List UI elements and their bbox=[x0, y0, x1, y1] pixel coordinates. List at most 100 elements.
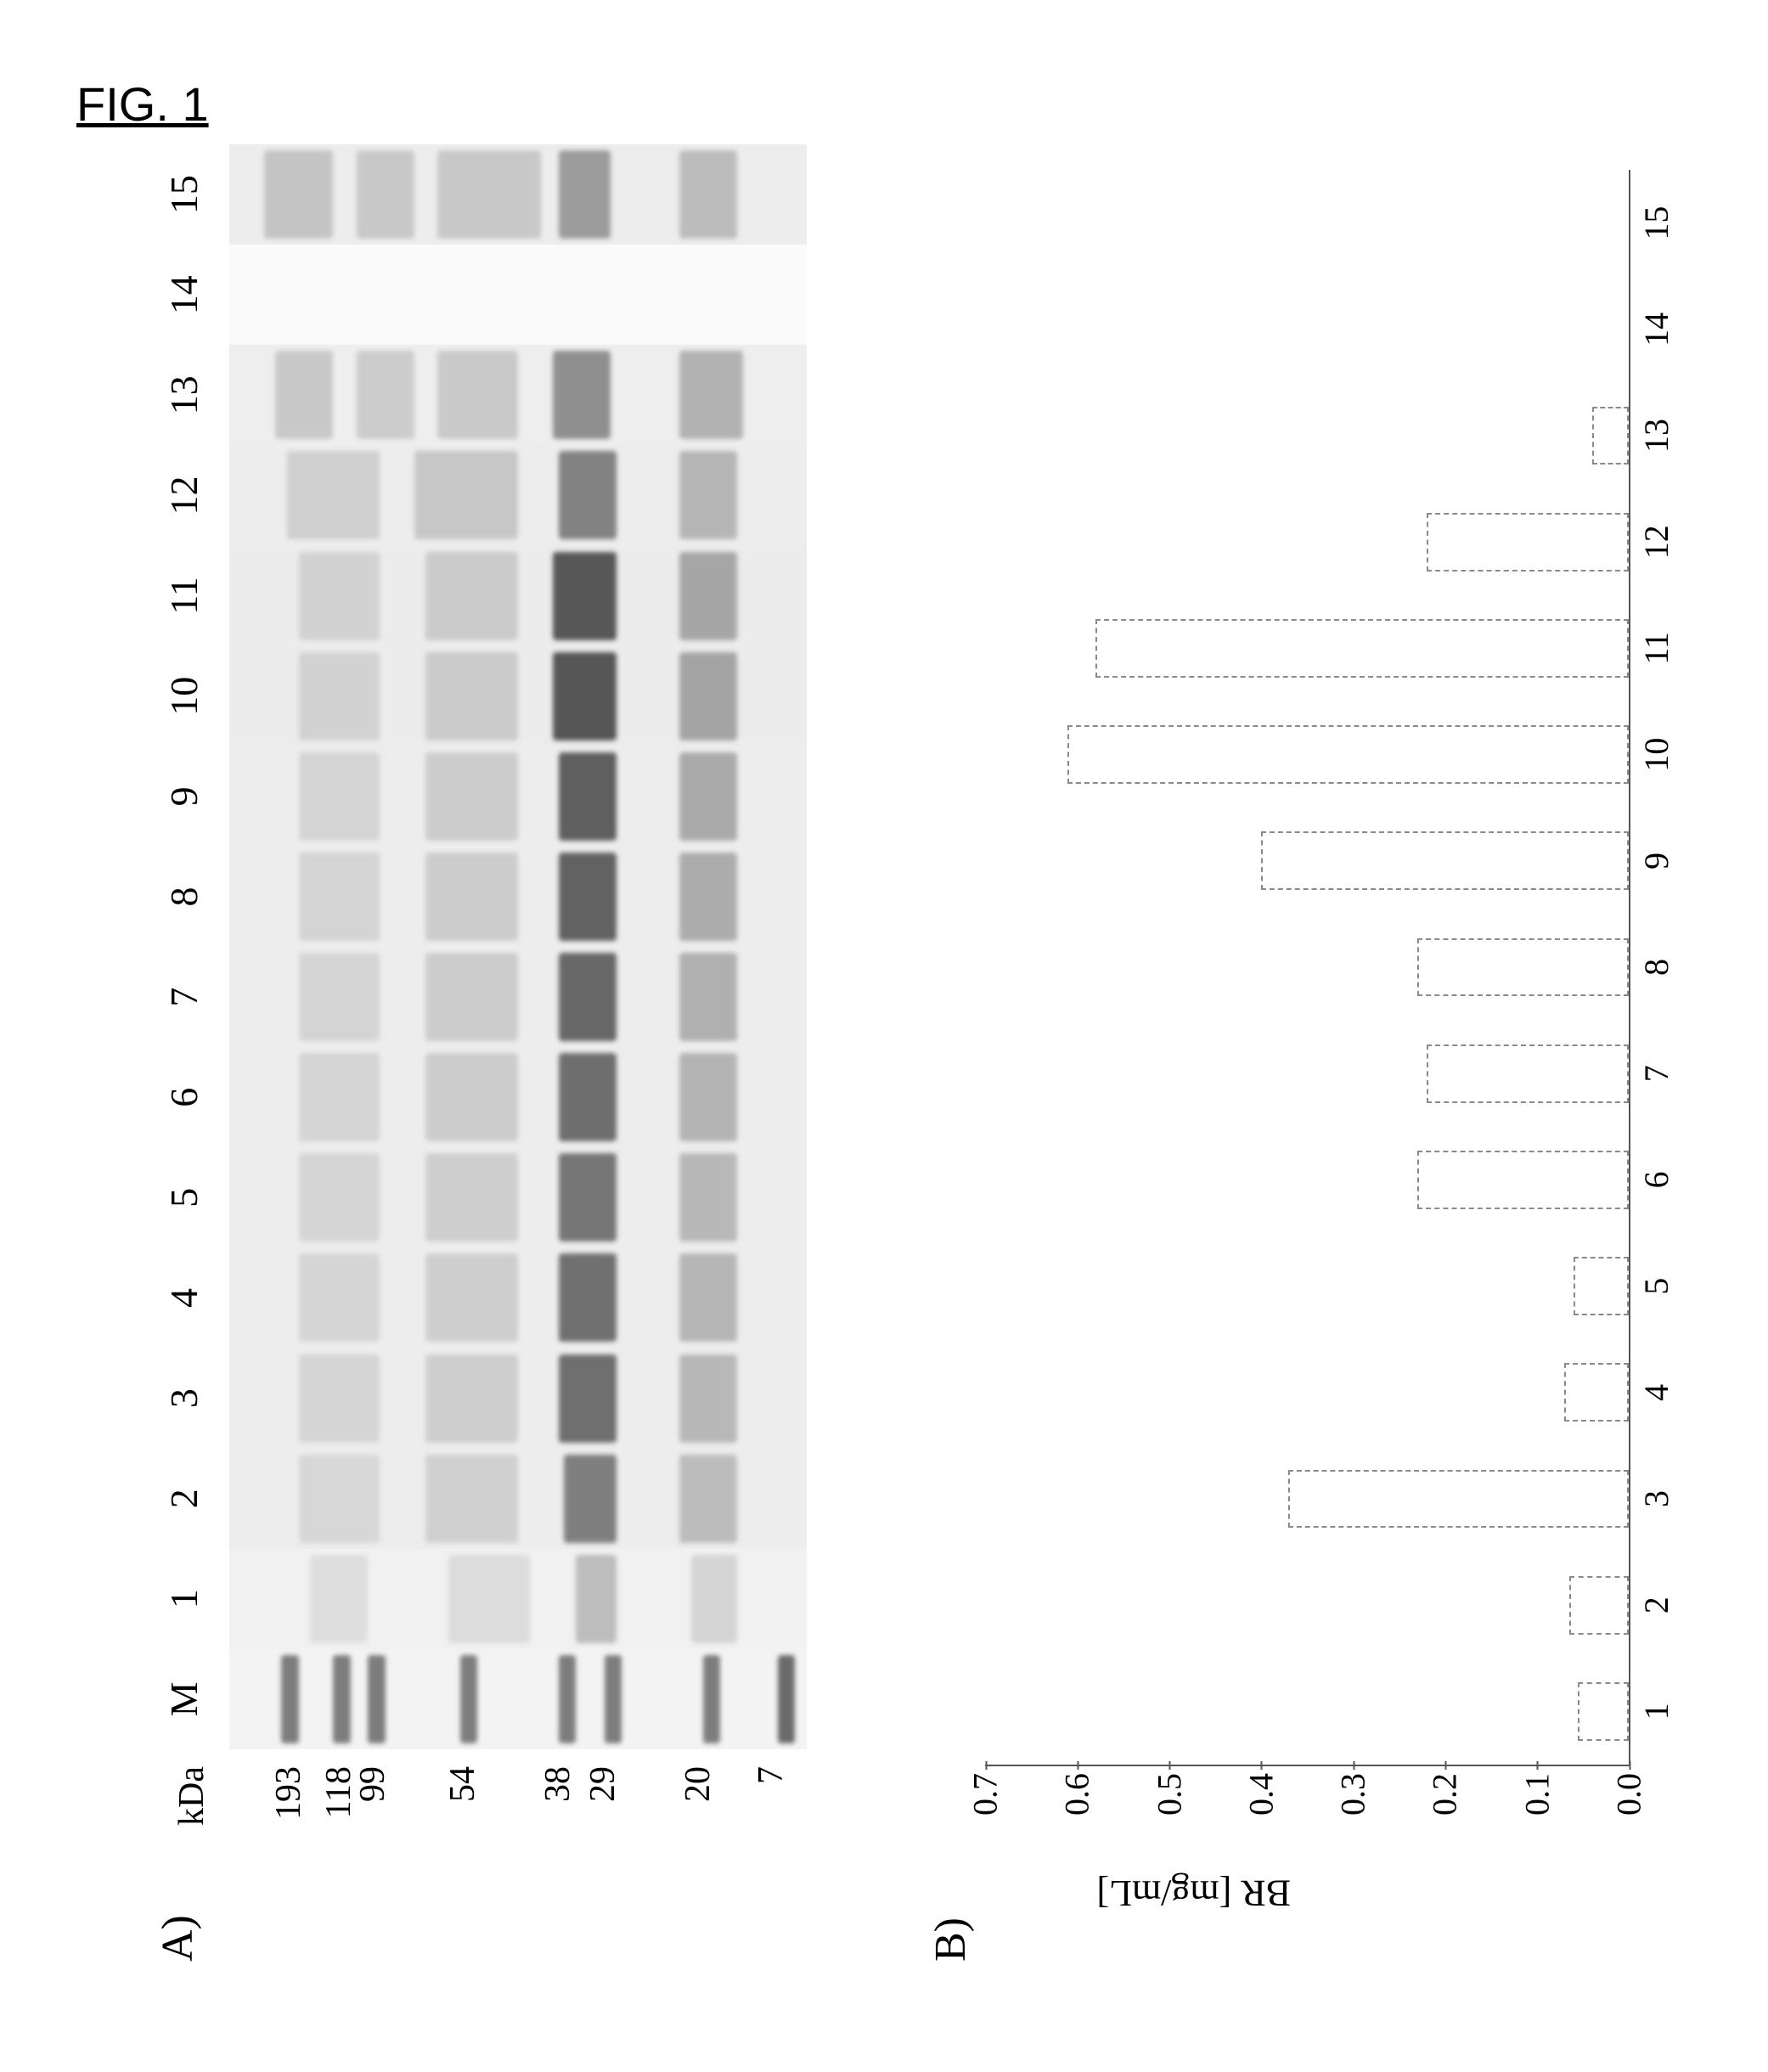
gel-frame: kDa 19311899543829207 M12345678910111213… bbox=[161, 136, 824, 1851]
gel-lane-header: 1 bbox=[161, 1549, 221, 1649]
gel-lane-header: 11 bbox=[161, 546, 221, 646]
gel-lane-header: 3 bbox=[161, 1348, 221, 1449]
gel-marker-label: 193 bbox=[268, 1766, 309, 1885]
gel-lane bbox=[229, 144, 807, 245]
chart-bar bbox=[1417, 938, 1629, 997]
gel-band bbox=[281, 1655, 298, 1743]
gel-band bbox=[559, 1053, 617, 1141]
chart-y-tick: 0.5 bbox=[1149, 1773, 1189, 1841]
gel-lane-header: 5 bbox=[161, 1147, 221, 1247]
gel-band bbox=[559, 150, 611, 239]
gel-band bbox=[564, 1455, 616, 1543]
chart-bar bbox=[1067, 725, 1629, 784]
chart-x-tick: 2 bbox=[1636, 1596, 1676, 1613]
gel-lane bbox=[229, 1549, 807, 1649]
gel-band bbox=[425, 1455, 518, 1543]
gel-lane-header: 6 bbox=[161, 1047, 221, 1147]
gel-band bbox=[287, 451, 380, 539]
gel-lane-header: 10 bbox=[161, 646, 221, 746]
gel-band bbox=[425, 953, 518, 1041]
kda-header: kDa bbox=[172, 1766, 212, 1826]
gel-band bbox=[299, 1354, 380, 1443]
gel-band bbox=[691, 1555, 737, 1643]
chart-bar bbox=[1427, 513, 1629, 571]
gel-band bbox=[559, 953, 617, 1041]
gel-lane bbox=[229, 847, 807, 947]
gel-lane bbox=[229, 245, 807, 345]
gel-lane bbox=[229, 345, 807, 445]
panel-a: A) kDa 19311899543829207 M12345678910111… bbox=[136, 93, 866, 1962]
gel-band bbox=[679, 652, 737, 740]
gel-lane bbox=[229, 1449, 807, 1549]
gel-band bbox=[679, 552, 737, 640]
gel-band bbox=[679, 752, 737, 841]
chart-bar bbox=[1564, 1363, 1629, 1422]
chart-x-tick: 8 bbox=[1636, 959, 1676, 976]
gel-band bbox=[679, 451, 737, 539]
chart-bar bbox=[1095, 619, 1629, 678]
gel-lane-header: 7 bbox=[161, 947, 221, 1047]
gel-band bbox=[299, 652, 380, 740]
chart-x-tick: 9 bbox=[1636, 853, 1676, 870]
gel-lane bbox=[229, 1047, 807, 1147]
gel-marker-label: 29 bbox=[583, 1766, 623, 1885]
gel-band bbox=[275, 351, 333, 439]
gel-band bbox=[679, 1153, 737, 1242]
gel-band bbox=[679, 1253, 737, 1342]
chart-bar bbox=[1288, 1470, 1629, 1529]
gel-band bbox=[299, 1153, 380, 1242]
gel-marker-label: 20 bbox=[678, 1766, 718, 1885]
gel-band bbox=[425, 552, 518, 640]
gel-band bbox=[299, 1253, 380, 1342]
gel-band bbox=[553, 552, 617, 640]
gel-marker-label: 7 bbox=[751, 1766, 791, 1885]
chart-x-tick: 15 bbox=[1636, 206, 1676, 240]
chart-bar bbox=[1592, 407, 1629, 465]
gel-band bbox=[679, 1455, 737, 1543]
gel-lane-header-row: M123456789101112131415 bbox=[161, 144, 221, 1749]
gel-band bbox=[605, 1655, 622, 1743]
gel-lane-header: 4 bbox=[161, 1247, 221, 1348]
gel-marker-label: 99 bbox=[352, 1766, 393, 1885]
chart-x-tick: 12 bbox=[1636, 525, 1676, 559]
chart-y-tick: 0.6 bbox=[1057, 1773, 1097, 1841]
chart-x-tick: 1 bbox=[1636, 1703, 1676, 1720]
gel-lane bbox=[229, 445, 807, 545]
gel-lane-header: 9 bbox=[161, 746, 221, 847]
gel-band bbox=[299, 1455, 380, 1543]
gel-band bbox=[299, 853, 380, 941]
gel-lane bbox=[229, 1348, 807, 1449]
gel-band bbox=[310, 1555, 368, 1643]
gel-band bbox=[425, 853, 518, 941]
chart-bar bbox=[1569, 1576, 1629, 1635]
chart-y-tick: 0.0 bbox=[1609, 1773, 1649, 1841]
gel-body bbox=[229, 144, 807, 1749]
chart-bar bbox=[1417, 1151, 1629, 1209]
gel-lane bbox=[229, 1147, 807, 1247]
gel-band bbox=[425, 1354, 518, 1443]
gel-band bbox=[333, 1655, 350, 1743]
panel-b: B) BR [mg/mL] 0.00.10.20.30.40.50.60.712… bbox=[926, 93, 1673, 1962]
gel-band bbox=[576, 1555, 617, 1643]
gel-band bbox=[425, 652, 518, 740]
gel-band bbox=[559, 1253, 617, 1342]
gel-lane-header: M bbox=[161, 1649, 221, 1749]
gel-band bbox=[679, 351, 743, 439]
chart-y-tick: 0.2 bbox=[1425, 1773, 1465, 1841]
gel-band bbox=[679, 1053, 737, 1141]
chart-x-tick: 14 bbox=[1636, 312, 1676, 346]
chart-x-tick: 7 bbox=[1636, 1065, 1676, 1082]
gel-band bbox=[299, 953, 380, 1041]
gel-band bbox=[425, 1053, 518, 1141]
panel-b-label: B) bbox=[926, 1917, 976, 1962]
gel-band bbox=[559, 1153, 617, 1242]
gel-band bbox=[559, 1354, 617, 1443]
gel-lane-header: 14 bbox=[161, 245, 221, 345]
gel-marker-label: 38 bbox=[538, 1766, 578, 1885]
chart-bar bbox=[1261, 831, 1629, 890]
gel-band bbox=[559, 451, 617, 539]
gel-lane-header: 2 bbox=[161, 1449, 221, 1549]
gel-band bbox=[448, 1555, 529, 1643]
gel-band bbox=[425, 1253, 518, 1342]
gel-band bbox=[357, 150, 414, 239]
